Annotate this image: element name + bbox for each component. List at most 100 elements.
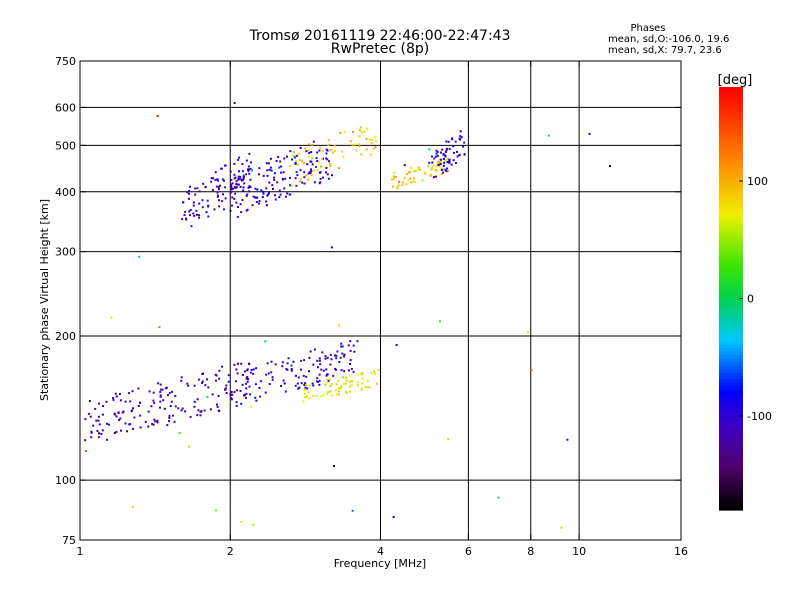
colorbar-segment: [719, 287, 743, 293]
phase-point: [609, 165, 611, 168]
phase-point: [444, 154, 447, 157]
colorbar-segment: [719, 425, 743, 430]
phase-point: [336, 350, 339, 353]
phase-point: [230, 190, 233, 193]
colorbar-segment: [719, 242, 743, 247]
phase-point: [413, 170, 416, 173]
colorbar-segment: [719, 467, 743, 472]
colorbar-segment: [719, 210, 743, 215]
phase-point: [316, 359, 319, 362]
phase-point: [588, 132, 591, 135]
phase-point: [239, 390, 242, 392]
phase-point: [281, 361, 284, 364]
phase-point: [456, 155, 459, 158]
axis-ticks: 1 2 4 6 8 10 16 75 100 200 300 400 500 600 750: [55, 55, 688, 558]
chart-subtitle: RwPretec (8p): [331, 41, 429, 57]
colorbar-segment: [719, 263, 743, 268]
phase-point: [370, 142, 373, 144]
colorbar-segment: [719, 492, 743, 497]
phase-point: [223, 179, 225, 182]
phase-point: [284, 390, 287, 393]
colorbar-segment: [719, 224, 743, 229]
colorbar-segment: [719, 164, 743, 169]
phase-point: [322, 157, 325, 160]
phase-point: [273, 178, 276, 181]
phase-point: [375, 140, 378, 143]
phase-point: [180, 376, 183, 379]
colorbar-segment: [719, 386, 743, 391]
phase-point: [318, 373, 321, 376]
colorbar-segment: [719, 273, 743, 278]
phase-point: [272, 187, 274, 190]
phase-point: [311, 163, 314, 166]
phase-point: [448, 161, 451, 164]
phase-point: [366, 127, 369, 130]
phase-point: [335, 383, 338, 386]
phase-point: [229, 393, 232, 396]
phase-point: [101, 429, 104, 432]
phase-point: [304, 382, 307, 385]
phase-point: [268, 168, 271, 171]
phase-point: [330, 174, 333, 177]
phase-point: [365, 148, 368, 151]
phase-point: [308, 397, 311, 400]
phase-point: [162, 399, 165, 402]
phase-point: [453, 151, 455, 154]
phase-point: [304, 386, 307, 389]
phase-point: [279, 160, 282, 163]
phase-point: [463, 153, 466, 155]
phase-point: [184, 410, 187, 413]
phase-point: [193, 405, 196, 408]
colorbar-segment: [719, 443, 743, 448]
phase-point: [305, 174, 308, 177]
y-tick-label: 100: [55, 474, 76, 487]
phase-point: [240, 402, 243, 405]
phase-point: [85, 450, 88, 453]
phase-point: [349, 349, 352, 352]
phase-point: [340, 385, 343, 388]
phase-point: [269, 166, 272, 169]
phase-point: [437, 163, 440, 166]
phase-point: [276, 181, 279, 184]
phase-point: [358, 145, 361, 147]
colorbar-segment: [719, 115, 743, 120]
phase-point: [233, 363, 236, 366]
colorbar-segment: [719, 153, 743, 159]
phase-point: [245, 173, 248, 176]
phase-point: [273, 176, 275, 179]
phase-point: [357, 143, 360, 146]
phase-point: [198, 216, 201, 219]
phase-point: [206, 395, 209, 398]
phase-point: [252, 523, 255, 526]
phase-point: [221, 178, 224, 181]
phase-point: [217, 188, 220, 191]
phase-point: [159, 390, 162, 393]
phase-point: [174, 395, 177, 397]
phase-point: [361, 382, 364, 385]
phase-point: [359, 129, 361, 132]
phase-point: [294, 374, 297, 377]
phase-point: [432, 164, 435, 167]
phase-point: [321, 351, 324, 354]
phase-point: [412, 180, 415, 183]
phase-point: [209, 408, 212, 411]
phase-point: [327, 143, 330, 146]
phase-point: [258, 167, 261, 170]
colorbar-segment: [719, 344, 743, 349]
colorbar-segment: [719, 365, 743, 370]
phase-point: [90, 430, 93, 433]
phase-point: [283, 187, 286, 190]
phase-point: [338, 167, 340, 170]
phase-point: [356, 373, 359, 376]
colorbar-segment: [719, 259, 743, 264]
phase-point: [366, 379, 369, 382]
phase-point: [238, 178, 241, 181]
phase-point: [245, 392, 248, 395]
phase-point: [343, 370, 346, 373]
phase-point: [207, 215, 210, 218]
phase-point: [349, 140, 352, 143]
phase-point: [377, 368, 380, 371]
phase-point: [216, 195, 219, 198]
phase-point: [262, 192, 265, 195]
y-tick-label: 500: [55, 139, 76, 152]
